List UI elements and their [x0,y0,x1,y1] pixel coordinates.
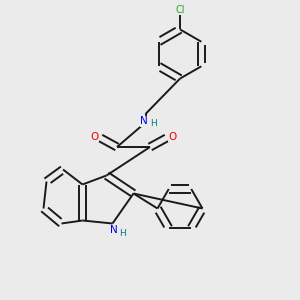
Text: N: N [110,225,118,235]
Text: H: H [119,230,126,238]
Text: O: O [168,131,177,142]
Text: O: O [90,131,99,142]
Text: N: N [140,116,148,127]
Text: H: H [151,118,157,127]
Text: Cl: Cl [175,4,185,15]
